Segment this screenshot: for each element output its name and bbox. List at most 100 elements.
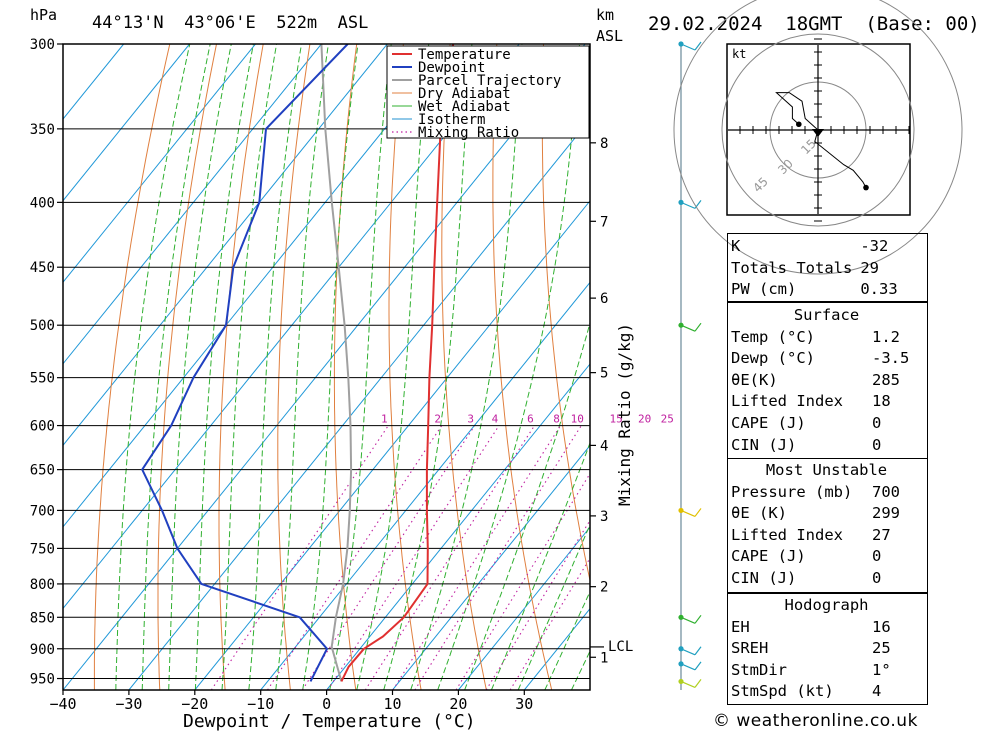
temperature-tick-label: −10 (247, 695, 274, 713)
hodo-stmspd-label: StmSpd (kt) (731, 682, 834, 701)
mixing-ratio-labels: 1 2 3 4 6 8 10 15 20 25 (381, 413, 674, 426)
pw-value: 0.33 (860, 280, 898, 299)
legend-parcel: Parcel Trajectory (418, 73, 561, 89)
temperature-tick-label: 0 (322, 695, 331, 713)
wet-adiabat-line (517, 523, 590, 690)
mixing-ratio-line (509, 557, 590, 690)
hodo-title: Hodograph (784, 596, 869, 614)
wind-barb-dot (678, 199, 684, 205)
isotherm-line (326, 363, 590, 690)
mixing-ratio-label: 1 (381, 413, 388, 426)
dry-adiabat-line (441, 44, 487, 690)
mu-title: Most Unstable (765, 461, 888, 479)
isotherm-line (458, 526, 590, 690)
mixing-ratio-line (327, 425, 500, 690)
mixing-ratio-axis-title: Mixing Ratio (g/kg) (615, 323, 634, 506)
isotherm-line (63, 44, 256, 283)
dry-adiabat-line (541, 44, 590, 583)
surface-cin-label: CIN (J) (731, 435, 797, 454)
legend-temperature: Temperature (418, 47, 511, 63)
hodo-stmdir-value: 1° (872, 660, 891, 679)
most-unstable-box (727, 458, 928, 593)
stability-box (727, 233, 928, 302)
mu-cape-value: 0 (872, 547, 882, 566)
datetime-title: 29.02.2024 18GMT (Base: 00) (648, 13, 980, 35)
mu-li-label: Lifted Index (731, 525, 843, 544)
dry-adiabat-line (964, 44, 1000, 690)
surface-dewp-label: Dewp (°C) (731, 349, 815, 368)
wet-adiabat-line (248, 44, 302, 690)
hodo-stmspd-value: 4 (872, 682, 882, 701)
hodo-eh-label: EH (731, 617, 750, 636)
isotherm-line (63, 44, 454, 528)
stability-table: K -32 Totals Totals 29 PW (cm) 0.33 (727, 236, 914, 301)
surface-cape-value: 0 (872, 413, 882, 432)
wet-adiabat-line (329, 44, 392, 690)
pressure-tick-label: 850 (30, 610, 55, 626)
mu-pressure-label: Pressure (mb) (731, 482, 853, 501)
wind-barb (680, 614, 702, 624)
temperature-tick-label: 20 (449, 695, 467, 713)
hodograph-ring (673, 0, 963, 275)
dry-adiabat-line (917, 44, 1000, 690)
tt-label: Totals Totals (731, 258, 853, 277)
x-axis-title: Dewpoint / Temperature (°C) (183, 711, 476, 732)
km-axis: 1 2 3 4 5 6 7 8 LCL (590, 136, 633, 666)
pressure-tick-label: 400 (30, 195, 55, 211)
legend: Temperature Dewpoint Parcel Trajectory D… (386, 45, 590, 141)
k-value: -32 (860, 237, 889, 255)
background-lines (63, 44, 1000, 690)
asl-unit-label: ASL (596, 27, 623, 45)
mixing-ratio-label: 8 (553, 413, 560, 426)
profile-temperature (340, 44, 455, 682)
pressure-tick-label: 900 (30, 642, 55, 658)
wind-barb (680, 508, 702, 517)
isotherm-line (63, 44, 190, 202)
tt-value: 29 (860, 258, 879, 277)
pressure-tick-label: 700 (30, 503, 55, 519)
km-tick-label: 8 (600, 136, 608, 152)
dry-adiabat-line (388, 44, 422, 690)
mixing-ratio-label: 20 (638, 413, 651, 426)
hodo-sreh-label: SREH (731, 639, 769, 658)
wind-barb (680, 322, 702, 332)
pressure-tick-label: 300 (30, 37, 55, 53)
pressure-tick-label: 950 (30, 672, 55, 688)
km-tick-label: 1 (600, 650, 608, 666)
legend-isotherm: Isotherm (418, 112, 485, 128)
profile-parcel-trajectory (320, 44, 353, 682)
pressure-tick-label: 800 (30, 577, 55, 593)
isotherm-line (63, 44, 520, 610)
temperature-tick-label: 30 (515, 695, 533, 713)
pressure-tick-label: 600 (30, 419, 55, 435)
lcl-label: LCL (608, 639, 633, 655)
hodo-sreh-value: 25 (872, 639, 891, 658)
dry-adiabat-line (333, 44, 358, 690)
hodograph-trace (814, 129, 867, 188)
surface-table: Surface Temp (°C) 1.2 Dewp (°C) -3.5 θE(K)… (727, 305, 926, 456)
surface-theta-label: θE(K) (731, 370, 778, 389)
wet-adiabat-line (544, 590, 590, 690)
dry-adiabat-line (93, 44, 171, 690)
mixing-ratio-line (301, 425, 476, 690)
mixing-ratio-line (210, 425, 389, 690)
storm-motion-marker (812, 129, 824, 137)
pressure-tick-label: 550 (30, 371, 55, 387)
surface-cape-label: CAPE (J) (731, 413, 806, 432)
wind-barb (680, 646, 702, 656)
pressure-axis: 300 350 400 450 500 550 600 650 700 750 800 850 900 9… (30, 37, 63, 688)
wet-adiabat-line (141, 44, 211, 690)
isotherm-line (63, 44, 388, 447)
hodograph-unit: kt (732, 47, 746, 61)
km-tick-label: 4 (600, 438, 608, 454)
mixing-ratio-label: 2 (434, 413, 441, 426)
legend-wet-adiabat: Wet Adiabat (418, 99, 511, 115)
mixing-ratio-label: 10 (571, 413, 584, 426)
wet-adiabat-line (168, 44, 232, 690)
wet-adiabat-line (194, 44, 254, 690)
wet-adiabat-line (383, 44, 473, 690)
mu-pressure-value: 700 (872, 482, 900, 501)
wind-barb (680, 41, 702, 51)
